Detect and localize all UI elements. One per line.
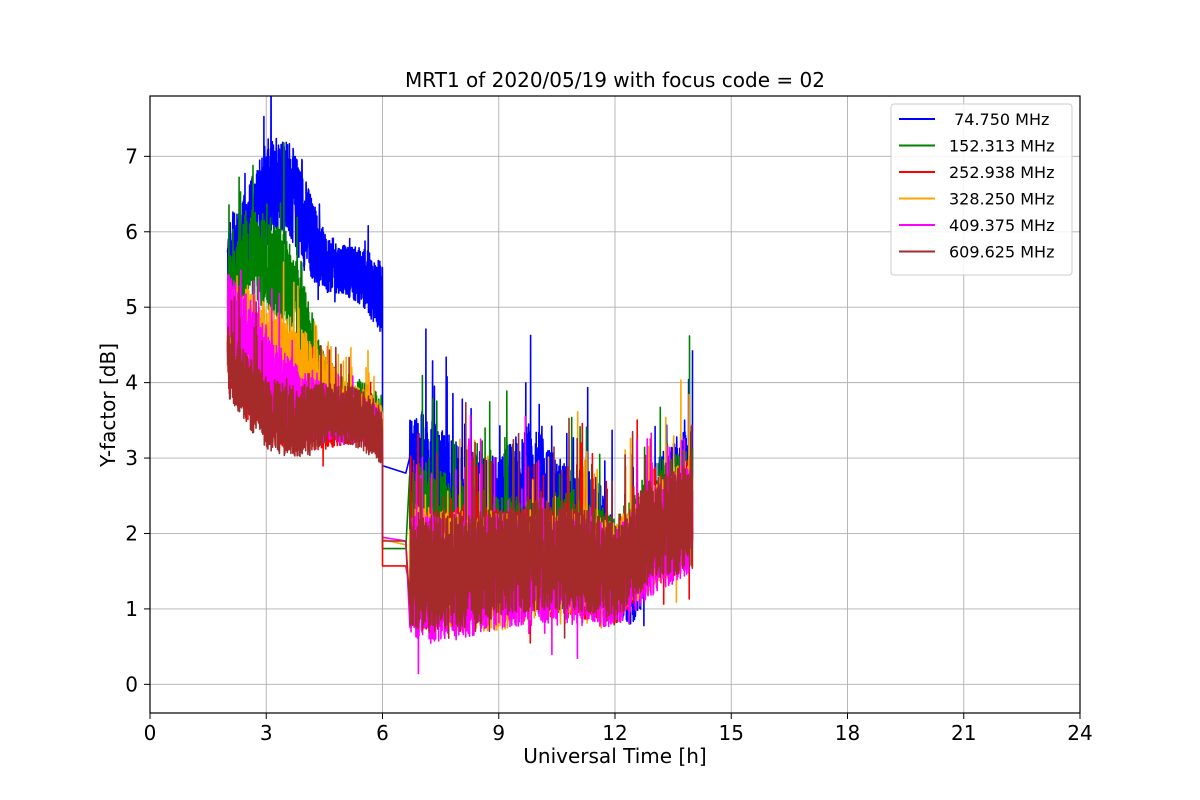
- x-tick-label: 3: [260, 721, 273, 745]
- data-layer: [226, 96, 694, 675]
- x-tick-label: 18: [835, 721, 860, 745]
- y-tick-label: 1: [125, 597, 138, 621]
- y-tick-label: 7: [125, 144, 138, 168]
- x-tick-label: 12: [602, 721, 627, 745]
- y-tick-label: 6: [125, 220, 138, 244]
- y-tick-label: 5: [125, 295, 138, 319]
- x-tick-label: 0: [144, 721, 157, 745]
- legend-label: 409.375 MHz: [949, 216, 1054, 235]
- x-tick-label: 24: [1067, 721, 1092, 745]
- y-tick-label: 4: [125, 371, 138, 395]
- y-tick-label: 3: [125, 446, 138, 470]
- y-axis-label: Y-factor [dB]: [96, 343, 120, 468]
- y-tick-label: 2: [125, 521, 138, 545]
- x-tick-label: 15: [719, 721, 744, 745]
- x-tick-label: 6: [376, 721, 389, 745]
- x-axis-label: Universal Time [h]: [523, 744, 706, 768]
- x-tick-label: 9: [492, 721, 505, 745]
- legend-label: 328.250 MHz: [949, 190, 1054, 209]
- legend-label: 74.750 MHz: [949, 110, 1049, 129]
- y-tick-label: 0: [125, 672, 138, 696]
- chart-title: MRT1 of 2020/05/19 with focus code = 02: [405, 68, 825, 92]
- legend-box: [890, 103, 1073, 276]
- legend-label: 252.938 MHz: [949, 163, 1054, 182]
- series-line: [226, 286, 694, 639]
- legend: 74.750 MHz 152.313 MHz 252.938 MHz 328.250 …: [890, 103, 1073, 276]
- legend-label: 152.313 MHz: [949, 137, 1054, 156]
- legend-label: 609.625 MHz: [949, 243, 1054, 262]
- x-tick-label: 21: [951, 721, 976, 745]
